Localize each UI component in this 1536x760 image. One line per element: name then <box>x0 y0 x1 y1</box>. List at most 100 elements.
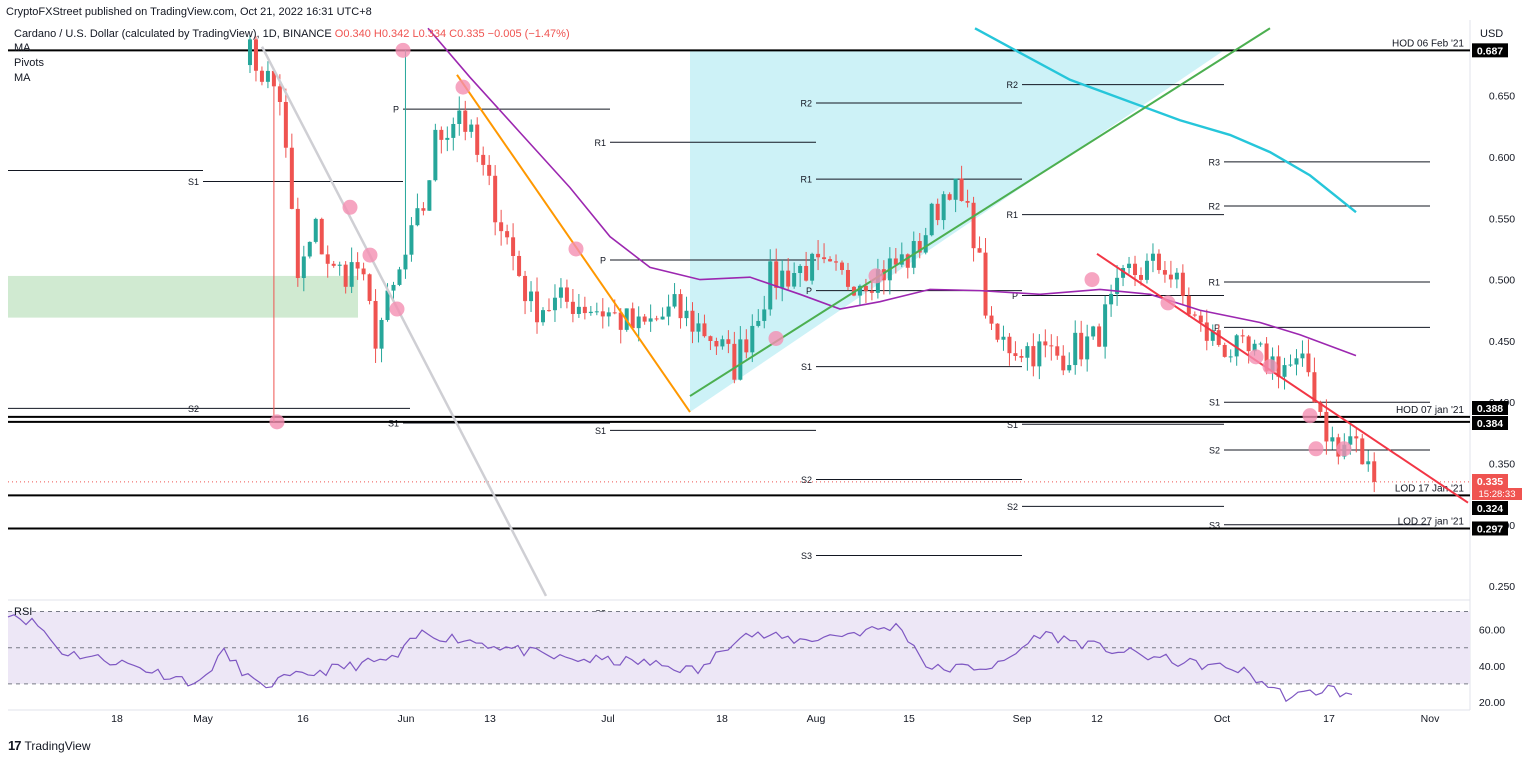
candle-body <box>600 311 605 317</box>
pivot-label: P <box>393 105 399 115</box>
candle-body <box>1234 335 1239 357</box>
candle-body <box>301 256 306 279</box>
candle-body <box>1156 253 1161 271</box>
moving-averages <box>427 27 1357 357</box>
pivot-label: S1 <box>388 419 399 429</box>
touch-marker <box>568 241 584 257</box>
touch-marker <box>1248 349 1264 365</box>
price-tick: 0.650 <box>1489 91 1515 103</box>
indicator-ma-1[interactable]: MA <box>14 42 31 54</box>
candle-body <box>881 269 886 281</box>
candle-body <box>319 218 324 255</box>
time-tick: Oct <box>1214 713 1230 725</box>
candle-body <box>1127 263 1132 268</box>
pivot-label: S2 <box>1209 446 1220 456</box>
tradingview-brand[interactable]: 17 TradingView <box>8 738 91 753</box>
pivot-label: S1 <box>1007 420 1018 430</box>
candle-body <box>1282 365 1287 377</box>
price-tick: 0.600 <box>1489 152 1515 164</box>
price-label-box <box>1472 521 1508 536</box>
rsi-tick: 40.00 <box>1479 661 1505 673</box>
symbol-title: Cardano / U.S. Dollar (calculated by Tra… <box>14 28 332 40</box>
candle-body <box>995 323 1000 340</box>
candle-body <box>953 178 958 200</box>
key-level-label: LOD 17 Jan '21 <box>1395 483 1465 494</box>
candle-body <box>391 284 396 291</box>
candle-body <box>349 262 354 287</box>
candle-body <box>1360 438 1365 465</box>
consolidation-zone <box>8 275 358 318</box>
candle-body <box>863 285 868 292</box>
candle-body <box>433 129 438 181</box>
candle-body <box>355 262 360 269</box>
time-tick: Aug <box>807 713 826 725</box>
candle-body <box>457 110 462 124</box>
candle-body <box>947 194 952 200</box>
candle-body <box>594 311 599 313</box>
candle-body <box>558 287 563 298</box>
candle-body <box>546 310 551 312</box>
rsi-tick: 20.00 <box>1479 697 1505 709</box>
candle-body <box>606 312 611 317</box>
candle-body <box>1222 344 1227 357</box>
candle-body <box>499 222 504 232</box>
touch-marker <box>362 247 378 263</box>
candle-body <box>570 301 575 314</box>
candle-body <box>1318 402 1323 412</box>
price-tick: 0.500 <box>1489 275 1515 287</box>
triangle-zone <box>690 50 1224 413</box>
candle-body <box>493 175 498 223</box>
candle-body <box>1001 336 1006 340</box>
candle-body <box>642 316 647 322</box>
candle-body <box>857 285 862 296</box>
pivot-label: R1 <box>1006 210 1018 220</box>
publisher-line: CryptoFXStreet published on TradingView.… <box>6 6 372 18</box>
candle-body <box>1330 437 1335 442</box>
touch-marker <box>455 79 471 95</box>
candle-body <box>1043 341 1048 346</box>
time-tick: 17 <box>1323 713 1335 725</box>
candle-body <box>666 306 671 317</box>
candle-body <box>1204 322 1209 341</box>
candle-body <box>792 273 797 287</box>
pivot-label: R3 <box>1208 157 1220 167</box>
candle-body <box>1198 315 1203 323</box>
candle-body <box>1079 332 1084 360</box>
candle-body <box>708 336 713 342</box>
price-label-value: 0.324 <box>1477 503 1503 515</box>
candle-body <box>905 254 910 268</box>
rsi-label[interactable]: RSI <box>14 606 33 618</box>
candle-body <box>1294 358 1299 365</box>
candle-body <box>971 202 976 249</box>
touch-marker <box>395 42 411 58</box>
candle-body <box>1180 272 1185 296</box>
rsi-pane <box>7 611 1470 703</box>
indicator-ma-2[interactable]: MA <box>14 72 31 84</box>
candle-body <box>475 124 480 155</box>
candle-body <box>1025 346 1030 358</box>
price-label-value: 0.335 <box>1477 476 1503 488</box>
time-tick: 15 <box>903 713 915 725</box>
candle-body <box>756 320 761 326</box>
price-tick: 0.550 <box>1489 213 1515 225</box>
candle-body <box>1031 346 1036 367</box>
candle-body <box>732 343 737 380</box>
candle-body <box>1300 353 1305 359</box>
candle-body <box>588 311 593 314</box>
trendline-red <box>1096 253 1469 504</box>
candle-body <box>618 312 623 330</box>
indicator-pivots[interactable]: Pivots <box>14 57 44 69</box>
candle-body <box>379 319 384 349</box>
candle-body <box>893 258 898 265</box>
candle-body <box>337 264 342 266</box>
candle-body <box>1144 260 1149 280</box>
candle-body <box>439 129 444 140</box>
candle-body <box>511 237 516 256</box>
candle-body <box>774 261 779 288</box>
pivot-label: S1 <box>801 362 812 372</box>
trendline-green <box>689 27 1271 397</box>
trendline-grey <box>260 46 548 597</box>
candle-body <box>1192 314 1197 316</box>
candle-body <box>1103 304 1108 347</box>
